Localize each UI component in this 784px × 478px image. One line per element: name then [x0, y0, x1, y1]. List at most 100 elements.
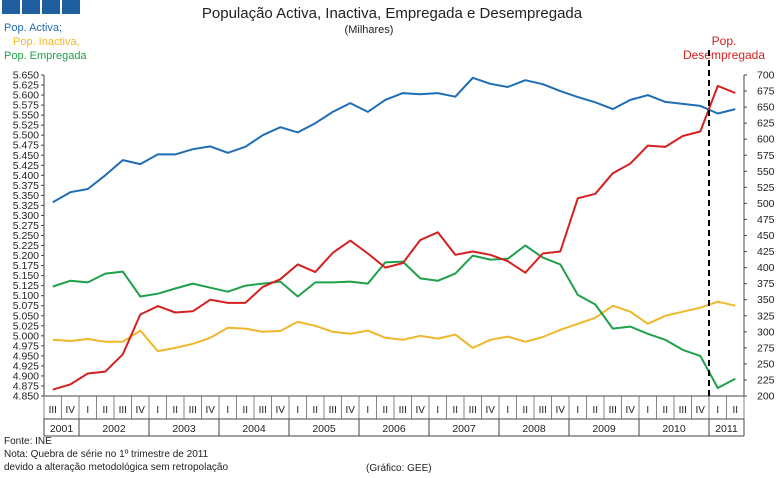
x-axis-quarter-label: III: [539, 405, 547, 416]
x-axis-quarter-label: IV: [626, 405, 636, 416]
left-axis-tick-label: 4.850: [13, 391, 39, 403]
legend-pop-desempregada-1: Pop.: [712, 34, 737, 48]
legend-pop-inactiva: Pop. Inactiva,: [13, 36, 80, 48]
series-line-pop-activa: [52, 76, 736, 204]
x-axis-year-label: 2006: [382, 423, 406, 435]
left-axis-tick-label: 5.400: [13, 170, 39, 182]
x-axis-quarter-label: III: [49, 405, 57, 416]
right-axis-tick-label: 675: [757, 86, 775, 98]
left-axis-tick-label: 5.275: [13, 220, 39, 232]
left-axis-tick-label: 5.375: [13, 180, 39, 192]
x-axis-year-label: 2003: [172, 423, 196, 435]
x-axis-quarter-label: I: [646, 405, 649, 416]
left-axis-tick-label: 5.425: [13, 160, 39, 172]
right-axis-tick-label: 500: [757, 198, 775, 210]
right-axis-tick-label: 550: [757, 166, 775, 178]
left-axis-tick-label: 5.350: [13, 190, 39, 202]
x-axis-quarter-label: II: [522, 405, 528, 416]
x-axis-quarter-label: II: [662, 405, 668, 416]
x-axis-year-label: 2004: [242, 423, 266, 435]
right-axis-tick-label: 625: [757, 118, 775, 130]
footer-note-line1: Nota: Quebra de série no 1º trimestre de…: [4, 449, 209, 460]
x-axis-year-label: 2008: [522, 423, 546, 435]
right-axis-tick-label: 650: [757, 102, 775, 114]
x-axis-quarter-label: I: [576, 405, 579, 416]
x-axis: III IV I II III IV I II III IV I II III IV I II III IV I II…: [43, 396, 745, 437]
logo-square-2: [22, 0, 40, 14]
x-axis-quarter-label: II: [102, 405, 108, 416]
left-axis-tick-label: 5.125: [13, 280, 39, 292]
left-axis-tick-label: 5.200: [13, 250, 39, 262]
x-axis-quarter-label: III: [189, 405, 197, 416]
left-axis-tick-label: 5.250: [13, 230, 39, 242]
x-axis-quarter-label: III: [119, 405, 127, 416]
left-axis-tick-label: 5.650: [13, 70, 39, 82]
series-group: [52, 76, 736, 391]
x-axis-quarter-label: IV: [346, 405, 356, 416]
right-axis-tick-label: 275: [757, 342, 775, 354]
left-axis-tick-label: 5.000: [13, 330, 39, 342]
x-axis-quarter-label: II: [242, 405, 248, 416]
left-axis-tick-label: 5.075: [13, 300, 39, 312]
right-axis: 200 225 250 275 300 325 350 375 400 425 450 475 500 5…: [744, 70, 775, 403]
x-axis-quarter-label: I: [716, 405, 719, 416]
chart-title: População Activa, Inactiva, Empregada e …: [202, 5, 583, 22]
right-axis-tick-label: 200: [757, 391, 775, 403]
x-axis-quarter-label: I: [436, 405, 439, 416]
x-axis-quarter-label: III: [399, 405, 407, 416]
x-axis-quarter-label: I: [156, 405, 159, 416]
left-axis-tick-label: 5.625: [13, 80, 39, 92]
right-axis-tick-label: 600: [757, 134, 775, 146]
x-axis-quarter-label: I: [366, 405, 369, 416]
left-axis-tick-label: 5.050: [13, 310, 39, 322]
x-axis-year-label: 2009: [592, 423, 616, 435]
legend-pop-desempregada-2: Desempregada: [683, 48, 765, 62]
x-axis-year-label: 2007: [452, 423, 476, 435]
left-axis-tick-label: 4.875: [13, 380, 39, 392]
series-line-pop-empregada: [52, 244, 736, 389]
left-axis-tick-label: 4.975: [13, 340, 39, 352]
x-axis-quarter-label: III: [329, 405, 337, 416]
x-axis-quarter-label: IV: [556, 405, 566, 416]
x-axis-year-label: 2011: [715, 423, 738, 435]
x-axis-quarter-label: II: [172, 405, 178, 416]
x-axis-quarter-label: IV: [66, 405, 76, 416]
right-axis-tick-label: 475: [757, 214, 775, 226]
right-axis-tick-label: 325: [757, 310, 775, 322]
x-axis-year-label: 2005: [312, 423, 336, 435]
x-axis-quarter-label: II: [592, 405, 598, 416]
left-axis-tick-label: 5.500: [13, 130, 39, 142]
logo-square-4: [62, 0, 80, 14]
legend-pop-empregada: Pop. Empregada: [4, 50, 87, 62]
series-line-pop-inactiva: [52, 300, 736, 353]
right-axis-tick-label: 225: [757, 374, 775, 386]
footer-source: Fonte: INE: [4, 436, 52, 447]
left-axis-tick-label: 5.475: [13, 140, 39, 152]
logo-square-1: [2, 0, 20, 14]
left-axis-tick-label: 5.325: [13, 200, 39, 212]
x-axis-quarter-label: III: [679, 405, 687, 416]
plot-frame: [43, 75, 745, 397]
x-axis-quarter-label: II: [312, 405, 318, 416]
x-axis-quarter-label: IV: [486, 405, 496, 416]
x-axis-quarter-label: III: [259, 405, 267, 416]
left-axis-tick-label: 4.950: [13, 350, 39, 362]
right-axis-tick-label: 375: [757, 278, 775, 290]
x-axis-year-label: 2010: [662, 423, 686, 435]
chart-subtitle: (Milhares): [345, 24, 394, 36]
footer-note-line2: devido a alteração metodológica sem retr…: [4, 462, 228, 473]
x-axis-year-label: 2002: [102, 423, 126, 435]
left-axis-tick-label: 4.925: [13, 360, 39, 372]
x-axis-quarter-label: II: [732, 405, 738, 416]
right-axis-tick-label: 525: [757, 182, 775, 194]
x-axis-quarter-label: IV: [136, 405, 146, 416]
right-axis-tick-label: 450: [757, 230, 775, 242]
x-axis-quarter-label: I: [296, 405, 299, 416]
footer-credit: (Gráfico: GEE): [366, 463, 432, 474]
right-axis-tick-label: 300: [757, 326, 775, 338]
left-axis-tick-label: 5.175: [13, 260, 39, 272]
x-axis-quarter-label: III: [469, 405, 477, 416]
left-axis-tick-label: 5.225: [13, 240, 39, 252]
x-axis-quarter-label: I: [226, 405, 229, 416]
x-axis-year-label: 2001: [50, 423, 74, 435]
